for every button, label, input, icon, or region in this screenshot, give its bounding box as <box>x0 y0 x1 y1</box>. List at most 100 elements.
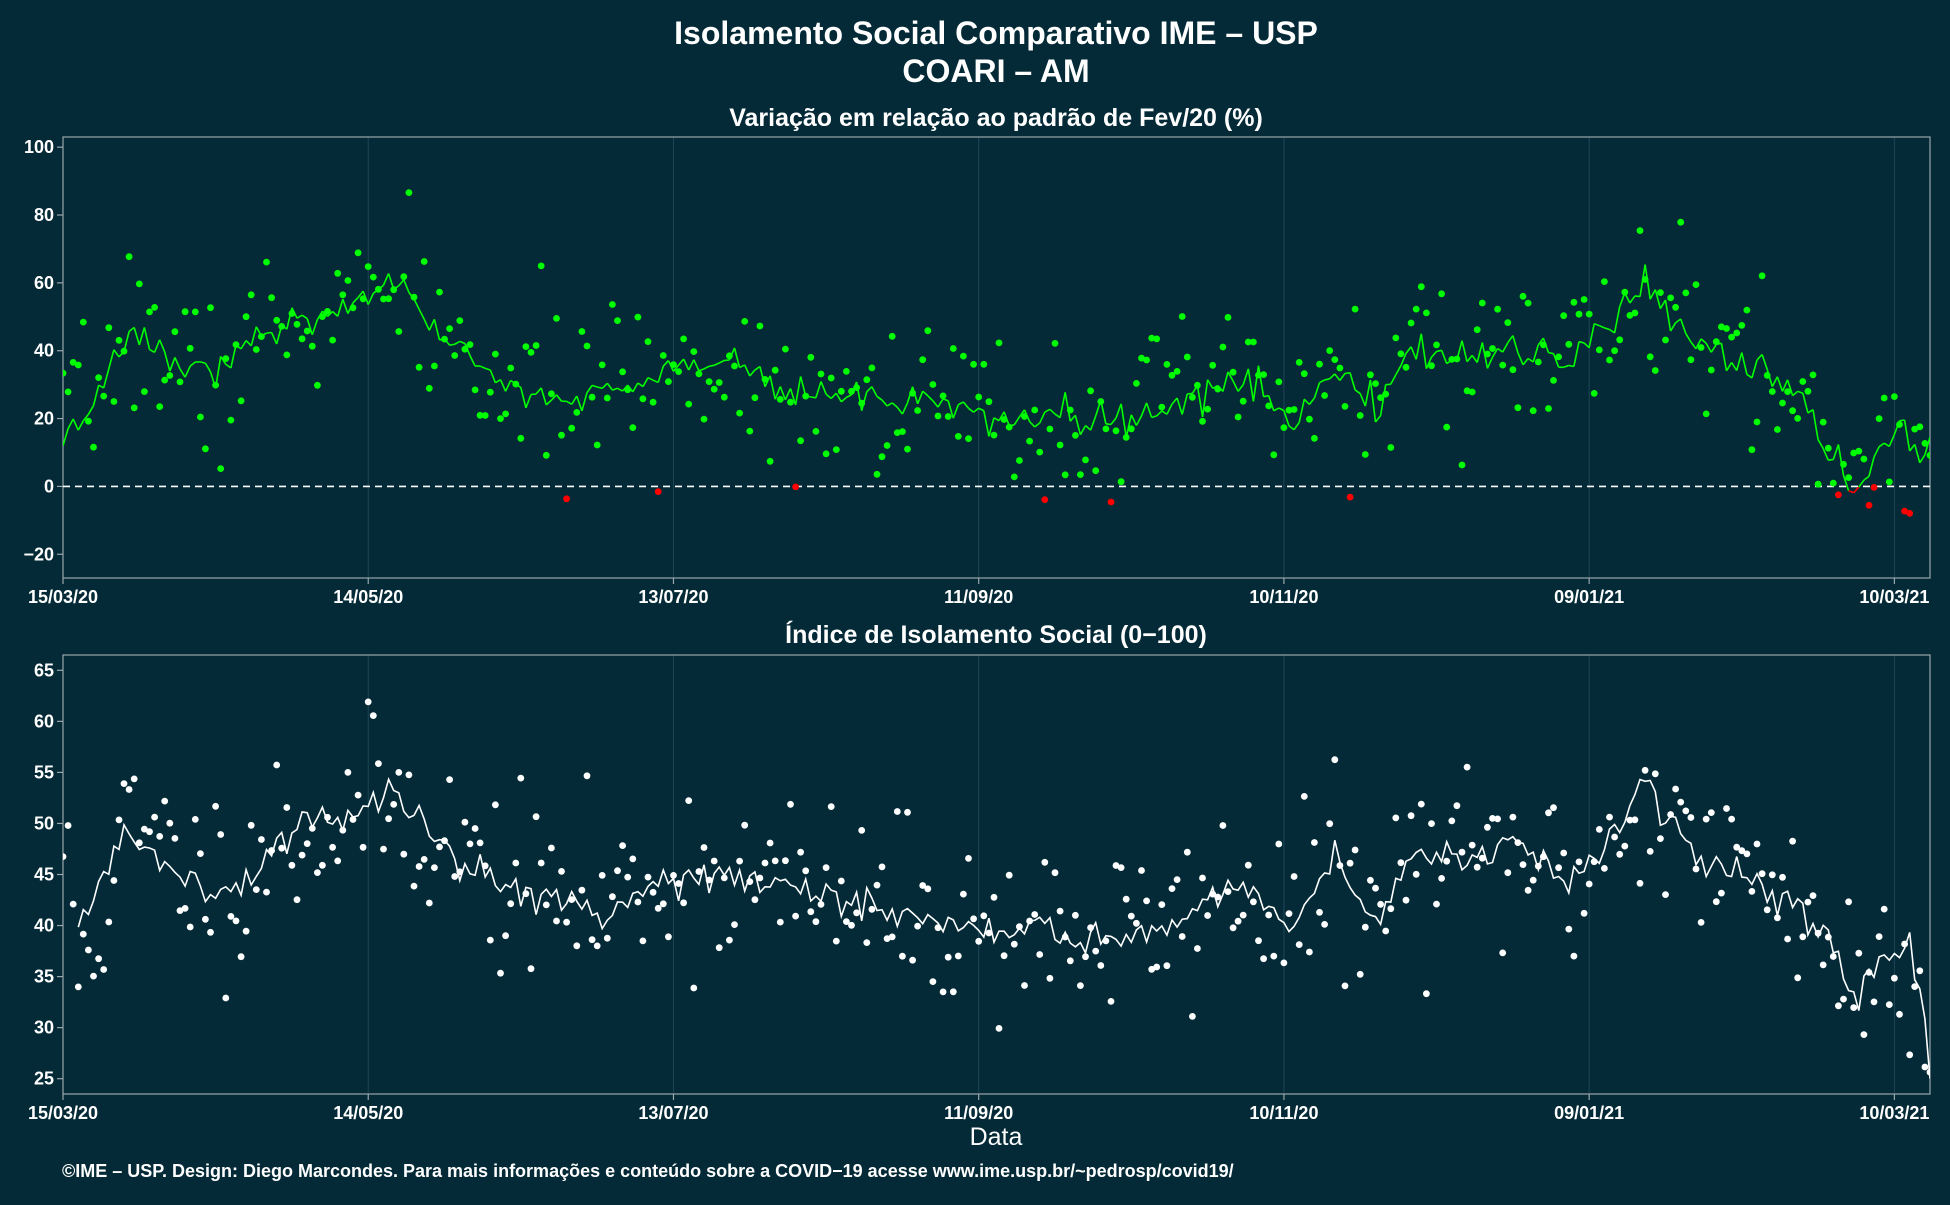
daily-point <box>696 370 703 377</box>
rolling-line-segment <box>806 396 811 397</box>
rolling-line-segment <box>1035 423 1040 427</box>
rolling-line-segment <box>272 333 277 344</box>
rolling-line-segment <box>149 349 154 352</box>
daily-point <box>746 428 753 435</box>
rolling-line-segment <box>1416 334 1421 360</box>
rolling-line-segment <box>1808 410 1813 413</box>
rolling-line-segment <box>1320 380 1325 383</box>
daily-point <box>1489 345 1496 352</box>
daily-point <box>238 397 245 404</box>
daily-point <box>1189 394 1196 401</box>
daily-point <box>161 377 168 384</box>
rolling-line-segment <box>719 360 724 363</box>
daily-point <box>421 856 428 863</box>
daily-point <box>680 336 687 343</box>
daily-point <box>1118 478 1125 485</box>
rolling-line-segment <box>506 380 511 391</box>
daily-point <box>1158 901 1165 908</box>
rolling-line-segment <box>1864 476 1869 480</box>
daily-point <box>777 396 784 403</box>
daily-point <box>1749 888 1756 895</box>
rolling-line-segment <box>297 315 302 318</box>
daily-point <box>762 860 769 867</box>
daily-point <box>579 328 586 335</box>
daily-point <box>1281 424 1288 431</box>
rolling-line-segment <box>1798 391 1803 393</box>
daily-point <box>1545 809 1552 816</box>
daily-point <box>589 394 596 401</box>
daily-point <box>833 446 840 453</box>
daily-point <box>772 367 779 374</box>
rolling-line-segment <box>1599 326 1604 328</box>
daily-point <box>1881 906 1888 913</box>
daily-point <box>1845 474 1852 481</box>
rolling-line-segment <box>1737 353 1742 371</box>
rolling-line-segment <box>536 388 541 394</box>
rolling-line-segment <box>1437 350 1442 351</box>
daily-point <box>1861 456 1868 463</box>
daily-point <box>828 803 835 810</box>
rolling-line-segment <box>139 327 144 344</box>
daily-point <box>1835 491 1842 498</box>
daily-point <box>1398 859 1405 866</box>
x-axis-label: Data <box>970 1123 1023 1151</box>
rolling-line-segment <box>160 340 165 352</box>
daily-point <box>1108 499 1115 506</box>
daily-point <box>1672 786 1679 793</box>
rolling-line-segment <box>892 403 897 407</box>
daily-point <box>90 973 97 980</box>
daily-point <box>1362 924 1369 931</box>
rolling-line-segment <box>1757 354 1762 360</box>
rolling-line-segment <box>556 395 561 401</box>
rolling-line-segment <box>994 418 999 421</box>
daily-point <box>1392 335 1399 342</box>
rolling-line-segment <box>648 378 653 381</box>
daily-point <box>711 386 718 393</box>
daily-point <box>787 399 794 406</box>
rolling-line-segment <box>1080 426 1085 435</box>
daily-point <box>970 915 977 922</box>
daily-point <box>1693 866 1700 873</box>
rolling-line-segment <box>1055 414 1060 417</box>
daily-point <box>553 918 560 925</box>
daily-point <box>1637 227 1644 234</box>
rolling-line-segment <box>1701 339 1706 343</box>
rolling-line-segment <box>867 387 872 392</box>
daily-point <box>589 936 596 943</box>
rolling-line-segment <box>1905 420 1910 451</box>
daily-point <box>390 801 397 808</box>
rolling-line-segment <box>480 366 485 368</box>
daily-point <box>1459 462 1466 469</box>
daily-point <box>823 864 830 871</box>
rolling-line-segment <box>1360 394 1365 407</box>
daily-point <box>1082 457 1089 464</box>
daily-point <box>451 873 458 880</box>
daily-point <box>553 315 560 322</box>
daily-point <box>380 846 387 853</box>
rolling-line-segment <box>1325 379 1330 380</box>
daily-point <box>726 937 733 944</box>
daily-point <box>1565 926 1572 933</box>
daily-point <box>258 836 265 843</box>
daily-point <box>548 845 555 852</box>
daily-point <box>1759 272 1766 279</box>
daily-point <box>1392 815 1399 822</box>
daily-point <box>85 418 92 425</box>
rolling-line-segment <box>1075 415 1080 434</box>
daily-point <box>467 341 474 348</box>
daily-point <box>1199 418 1206 425</box>
rolling-line-segment <box>928 396 933 401</box>
daily-point <box>1789 407 1796 414</box>
daily-point <box>1372 885 1379 892</box>
rolling-line-segment <box>1803 393 1808 413</box>
daily-point <box>660 900 667 907</box>
daily-point <box>151 814 158 821</box>
daily-point <box>111 398 118 405</box>
rolling-line-segment <box>1182 394 1187 415</box>
daily-point <box>823 450 830 457</box>
rolling-line-segment <box>877 396 882 400</box>
daily-point <box>889 934 896 941</box>
rolling-line-segment <box>1513 336 1518 353</box>
rolling-line-segment <box>368 293 373 304</box>
